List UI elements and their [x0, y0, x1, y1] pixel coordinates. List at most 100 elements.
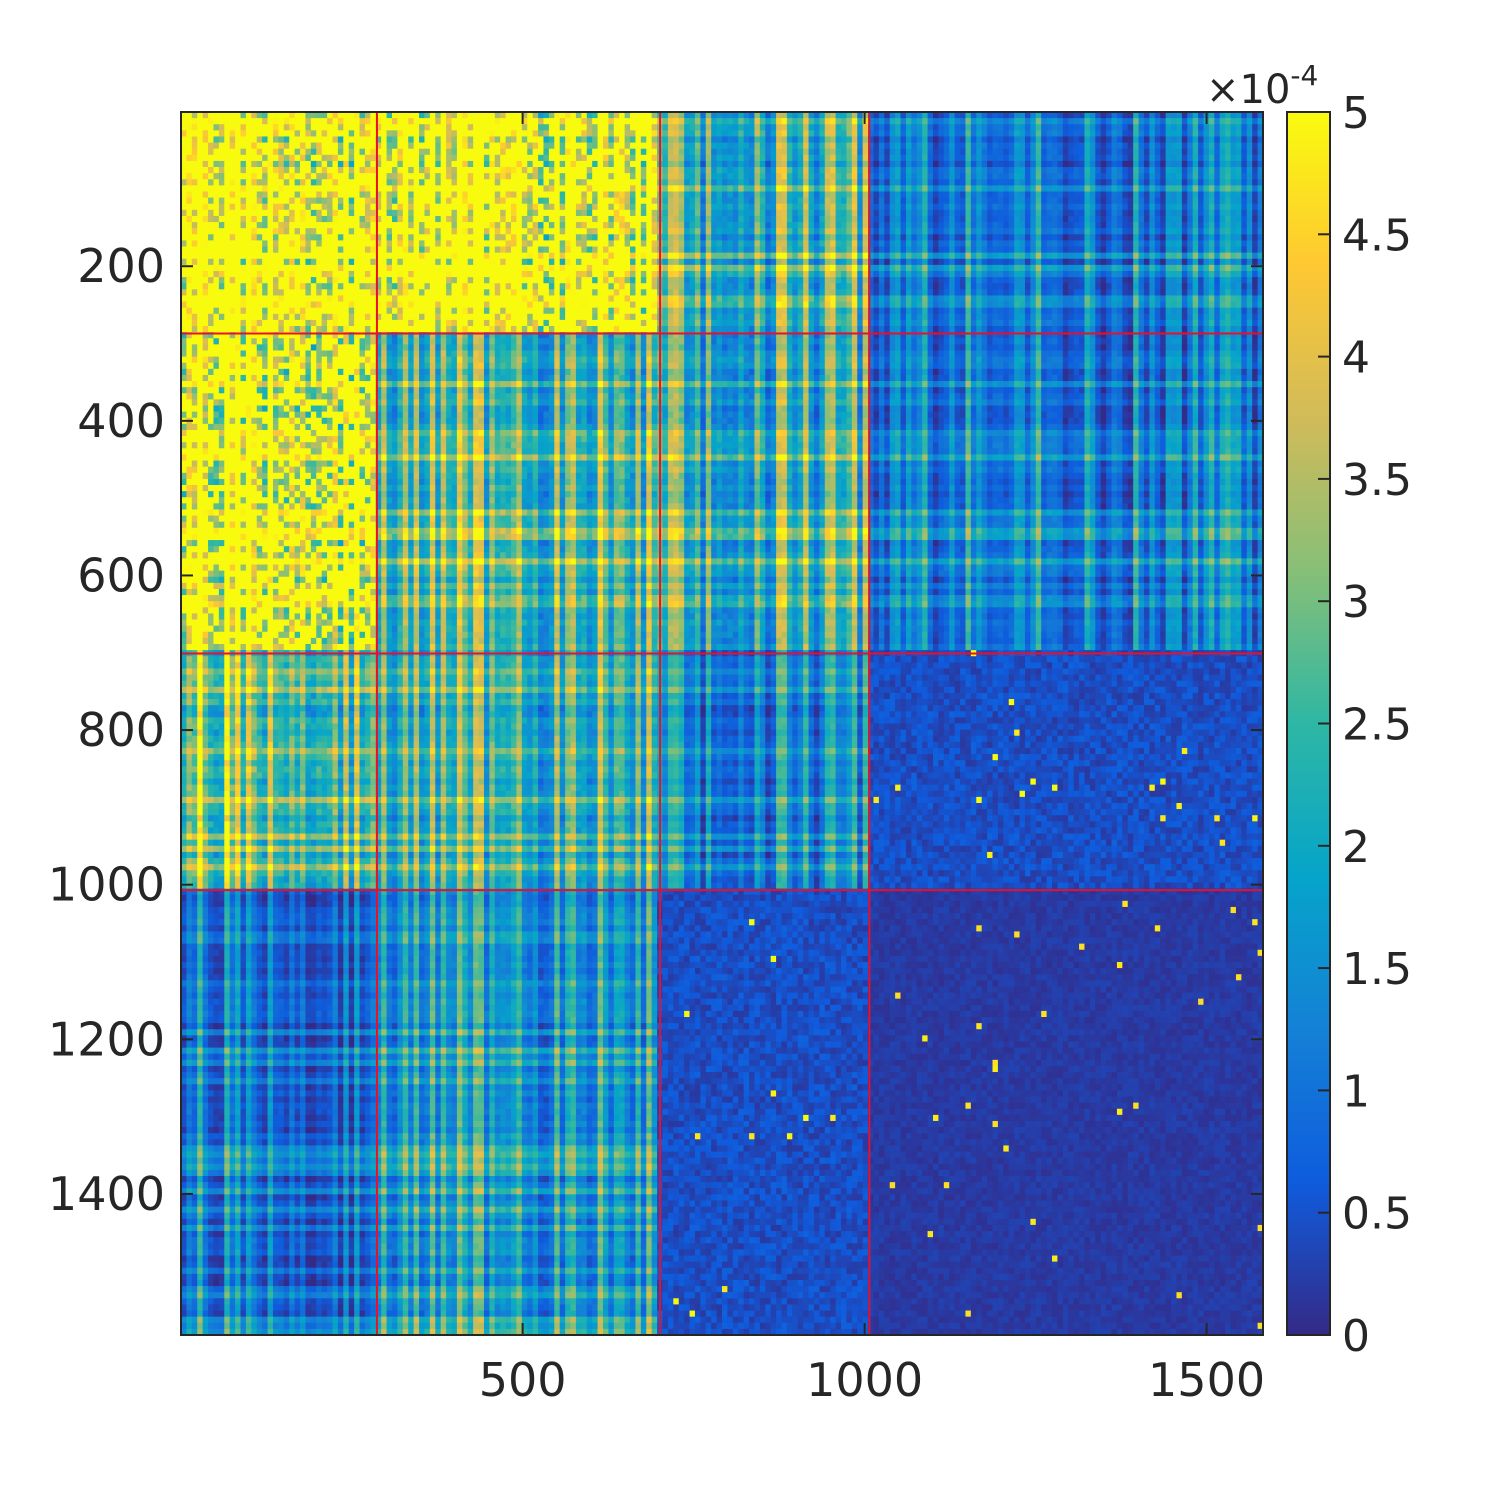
heatmap-cell: [392, 167, 398, 174]
heatmap-cell: [1133, 240, 1139, 247]
heatmap-cell: [565, 234, 571, 241]
heatmap-cell: [516, 192, 522, 199]
heatmap-cell: [717, 192, 723, 199]
heatmap-cell: [1193, 136, 1199, 143]
heatmap-cell: [1106, 155, 1112, 162]
heatmap-cell: [1063, 143, 1069, 150]
heatmap-cell: [419, 173, 425, 180]
heatmap-cell: [635, 240, 641, 247]
heatmap-cell: [592, 155, 598, 162]
heatmap-cell: [1041, 161, 1047, 168]
heatmap-cell: [1047, 118, 1053, 125]
heatmap-cell: [338, 192, 344, 199]
heatmap-cell: [527, 192, 533, 199]
heatmap-cell: [435, 234, 441, 241]
heatmap-cell: [1231, 247, 1237, 254]
heatmap-cell: [192, 173, 198, 180]
heatmap-cell: [938, 143, 944, 150]
heatmap-cell: [473, 179, 479, 186]
heatmap-cell: [890, 118, 896, 125]
heatmap-cell: [976, 149, 982, 156]
heatmap-cell: [630, 240, 636, 247]
heatmap-cell: [987, 192, 993, 199]
heatmap-cell: [452, 253, 458, 260]
heatmap-cell: [803, 161, 809, 168]
heatmap-cell: [1214, 136, 1220, 143]
heatmap-cell: [1036, 173, 1042, 180]
heatmap-cell: [213, 210, 219, 217]
heatmap-cell: [679, 155, 685, 162]
heatmap-cell: [938, 173, 944, 180]
heatmap-cell: [938, 240, 944, 247]
heatmap-cell: [224, 124, 230, 131]
heatmap-cell: [484, 149, 490, 156]
heatmap-cell: [819, 124, 825, 131]
heatmap-cell: [560, 136, 566, 143]
heatmap-cell: [630, 179, 636, 186]
heatmap-cell: [295, 112, 301, 119]
heatmap-cell: [403, 112, 409, 119]
heatmap-cell: [1182, 204, 1188, 211]
heatmap-cell: [857, 204, 863, 211]
heatmap-cell: [1095, 149, 1101, 156]
heatmap-cell: [1122, 112, 1128, 119]
heatmap-cell: [960, 240, 966, 247]
heatmap-cell: [1214, 149, 1220, 156]
heatmap-cell: [273, 216, 279, 223]
heatmap-cell: [668, 192, 674, 199]
heatmap-cell: [652, 253, 658, 260]
heatmap-cell: [1241, 192, 1247, 199]
heatmap-cell: [527, 155, 533, 162]
heatmap-cell: [776, 136, 782, 143]
heatmap-cell: [549, 247, 555, 254]
heatmap-cell: [549, 136, 555, 143]
heatmap-cell: [971, 210, 977, 217]
heatmap-cell: [863, 247, 869, 254]
heatmap-cell: [917, 161, 923, 168]
heatmap-cell: [744, 118, 750, 125]
heatmap-cell: [1231, 124, 1237, 131]
heatmap-cell: [976, 198, 982, 205]
heatmap-cell: [484, 234, 490, 241]
heatmap-cell: [462, 198, 468, 205]
heatmap-cell: [592, 192, 598, 199]
heatmap-cell: [554, 118, 560, 125]
heatmap-cell: [863, 185, 869, 192]
heatmap-cell: [1252, 161, 1258, 168]
heatmap-cell: [825, 124, 831, 131]
heatmap-cell: [1014, 210, 1020, 217]
heatmap-cell: [1252, 240, 1258, 247]
heatmap-cell: [1079, 216, 1085, 223]
heatmap-cell: [1139, 118, 1145, 125]
heatmap-cell: [462, 204, 468, 211]
heatmap-cell: [814, 143, 820, 150]
heatmap-cell: [965, 234, 971, 241]
heatmap-cell: [1176, 198, 1182, 205]
heatmap-cell: [516, 240, 522, 247]
heatmap-cell: [1101, 155, 1107, 162]
heatmap-cell: [608, 124, 614, 131]
heatmap-cell: [901, 167, 907, 174]
heatmap-cell: [516, 161, 522, 168]
heatmap-cell: [213, 185, 219, 192]
heatmap-cell: [197, 222, 203, 229]
heatmap-cell: [397, 167, 403, 174]
heatmap-cell: [435, 179, 441, 186]
heatmap-cell: [1003, 118, 1009, 125]
heatmap-cell: [1139, 124, 1145, 131]
heatmap-cell: [717, 161, 723, 168]
heatmap-cell: [522, 130, 528, 137]
heatmap-cell: [592, 247, 598, 254]
heatmap-cell: [1144, 210, 1150, 217]
heatmap-cell: [1079, 198, 1085, 205]
heatmap-cell: [879, 204, 885, 211]
heatmap-cell: [1155, 118, 1161, 125]
heatmap-cell: [673, 155, 679, 162]
heatmap-cell: [679, 161, 685, 168]
heatmap-cell: [711, 136, 717, 143]
heatmap-cell: [403, 167, 409, 174]
heatmap-cell: [890, 149, 896, 156]
heatmap-cell: [251, 155, 257, 162]
heatmap-cell: [571, 173, 577, 180]
heatmap-cell: [863, 136, 869, 143]
